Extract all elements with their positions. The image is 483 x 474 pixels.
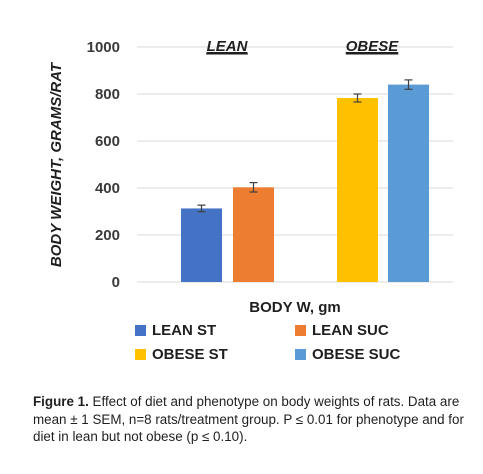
caption-text: Effect of diet and phenotype on body wei…	[33, 394, 464, 445]
legend-item-lean-st: LEAN ST	[135, 322, 216, 339]
group-label-lean: LEAN	[207, 38, 249, 55]
legend-item-lean-suc: LEAN SUC	[295, 322, 389, 339]
y-tick-label: 600	[95, 133, 120, 150]
legend-swatch-obese-st	[135, 349, 146, 360]
chart-svg: 1000 800 600 400 200 0 LEAN OBESE BODY WEIGHT, G…	[48, 38, 453, 316]
y-tick-label: 1000	[87, 39, 120, 56]
bar-chart: 1000 800 600 400 200 0 LEAN OBESE BODY WEIGHT, G…	[48, 38, 453, 372]
legend-swatch-lean-suc	[295, 325, 306, 336]
chart-legend: LEAN ST LEAN SUC OBESE ST OBESE SUC	[135, 322, 435, 372]
bar-lean-suc	[233, 187, 274, 282]
figure-caption: Figure 1. Effect of diet and phenotype o…	[33, 393, 478, 446]
legend-item-obese-suc: OBESE SUC	[295, 346, 400, 363]
caption-label: Figure 1.	[33, 394, 89, 409]
legend-swatch-obese-suc	[295, 349, 306, 360]
legend-label-obese-st: OBESE ST	[152, 346, 228, 363]
y-tick-label: 0	[112, 274, 120, 291]
y-tick-label: 200	[95, 227, 120, 244]
bar-obese-suc	[388, 84, 429, 282]
y-tick-label: 400	[95, 180, 120, 197]
legend-label-lean-st: LEAN ST	[152, 322, 217, 339]
legend-label-lean-suc: LEAN SUC	[312, 322, 389, 339]
legend-item-obese-st: OBESE ST	[135, 346, 228, 363]
y-axis-title: BODY WEIGHT, GRAMS/RAT	[48, 61, 65, 267]
bar-obese-st	[337, 97, 378, 283]
legend-swatch-lean-st	[135, 325, 146, 336]
bar-lean-st	[181, 208, 222, 282]
legend-label-obese-suc: OBESE SUC	[312, 346, 401, 363]
x-axis-title: BODY W, gm	[249, 299, 340, 316]
y-tick-label: 800	[95, 86, 120, 103]
group-label-obese: OBESE	[346, 38, 400, 55]
